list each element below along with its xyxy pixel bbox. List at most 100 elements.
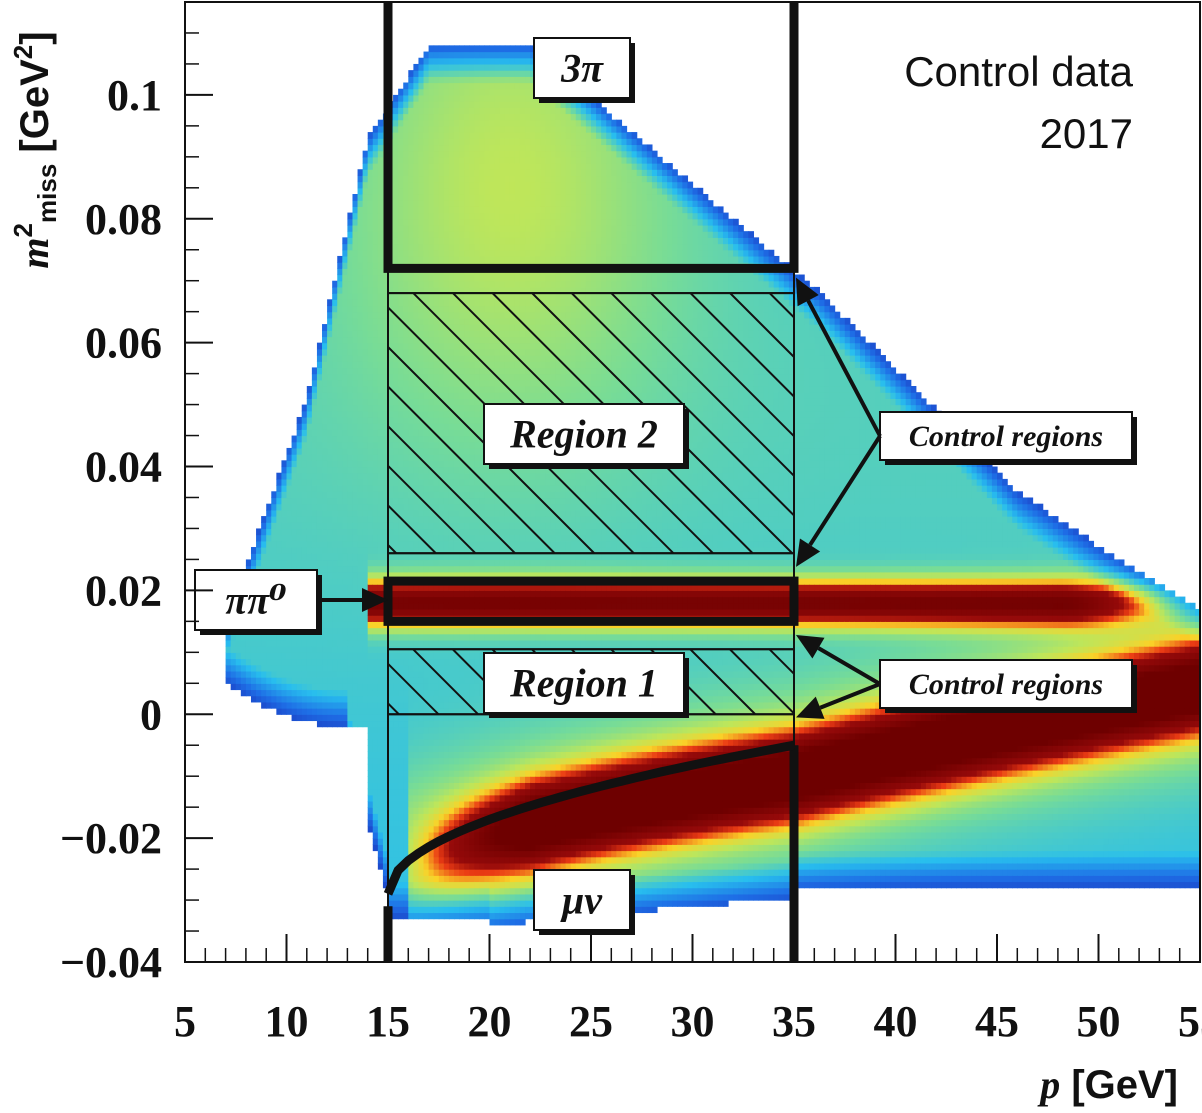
- heatmap-cell: [327, 311, 333, 319]
- heatmap-cell: [474, 900, 480, 907]
- heatmap-cell: [306, 670, 313, 678]
- heatmap-cell: [306, 460, 313, 468]
- heatmap-cell: [459, 76, 465, 84]
- heatmap-cell: [418, 627, 425, 635]
- heatmap-cell: [474, 825, 480, 833]
- heatmap-cell: [398, 584, 404, 591]
- heatmap-cell: [362, 224, 369, 232]
- heatmap-cell: [332, 373, 338, 381]
- heatmap-cell: [413, 831, 420, 839]
- heatmap-cell: [413, 101, 420, 108]
- heatmap-cell: [403, 633, 409, 641]
- heatmap-cell: [311, 466, 318, 474]
- heatmap-cell: [423, 200, 430, 207]
- heatmap-cell: [464, 887, 470, 895]
- heatmap-cell: [438, 70, 445, 77]
- heatmap-cell: [408, 119, 414, 127]
- heatmap-cell: [357, 175, 364, 183]
- heatmap-cell: [413, 553, 420, 561]
- heatmap-cell: [372, 689, 379, 697]
- heatmap-cell: [403, 596, 409, 604]
- heatmap-cell: [418, 602, 425, 610]
- heatmap-cell: [418, 875, 425, 883]
- heatmap-cell: [398, 887, 404, 895]
- heatmap-cell: [271, 683, 277, 691]
- heatmap-cell: [342, 317, 348, 325]
- heatmap-cell: [453, 751, 460, 759]
- heatmap-cell: [479, 862, 486, 870]
- heatmap-cell: [362, 615, 369, 622]
- heatmap-cell: [438, 844, 445, 852]
- heatmap-cell: [367, 169, 374, 177]
- heatmap-cell: [327, 639, 333, 647]
- heatmap-cell: [377, 627, 384, 635]
- heatmap-cell: [352, 423, 359, 430]
- heatmap-cell: [367, 138, 374, 146]
- heatmap-cell: [377, 578, 384, 585]
- heatmap-cell: [311, 497, 318, 505]
- heatmap-cell: [322, 565, 328, 573]
- heatmap-cell: [352, 720, 359, 728]
- heatmap-cell: [489, 726, 496, 734]
- heatmap-cell: [398, 590, 404, 598]
- heatmap-cell: [398, 553, 404, 561]
- heatmap-cell: [418, 565, 425, 573]
- heatmap-cell: [448, 800, 455, 808]
- heatmap-cell: [327, 379, 333, 387]
- heatmap-cell: [423, 163, 430, 170]
- heatmap-cell: [438, 794, 445, 802]
- heatmap-cell: [438, 88, 445, 96]
- heatmap-cell: [301, 497, 308, 505]
- heatmap-cell: [342, 255, 348, 263]
- heatmap-cell: [408, 794, 414, 802]
- heatmap-cell: [393, 763, 399, 771]
- heatmap-cell: [377, 565, 384, 573]
- heatmap-cell: [443, 63, 450, 71]
- heatmap-cell: [448, 776, 455, 783]
- heatmap-cell: [352, 503, 359, 511]
- heatmap-cell: [250, 547, 257, 554]
- heatmap-cell: [301, 547, 308, 554]
- heatmap-cell: [367, 553, 374, 561]
- heatmap-cell: [372, 472, 379, 480]
- heatmap-cell: [428, 57, 435, 65]
- heatmap-cell: [372, 819, 379, 827]
- heatmap-cell: [438, 751, 445, 759]
- heatmap-cell: [413, 794, 420, 802]
- heatmap-cell: [322, 602, 328, 610]
- heatmap-cell: [398, 206, 404, 214]
- heatmap-cell: [235, 646, 242, 653]
- heatmap-cell: [448, 788, 455, 796]
- heatmap-cell: [418, 206, 425, 214]
- heatmap-cell: [271, 540, 277, 548]
- heatmap-cell: [443, 101, 450, 108]
- heatmap-cell: [408, 212, 414, 220]
- heatmap-cell: [332, 639, 338, 647]
- heatmap-cell: [337, 348, 343, 356]
- heatmap-cell: [464, 249, 470, 257]
- heatmap-cell: [408, 757, 414, 765]
- heatmap-cell: [453, 726, 460, 734]
- heatmap-cell: [342, 429, 348, 437]
- heatmap-cell: [327, 361, 333, 369]
- heatmap-cell: [393, 101, 399, 108]
- heatmap-cell: [367, 516, 374, 523]
- heatmap-cell: [347, 571, 354, 579]
- heatmap-cell: [443, 94, 450, 102]
- heatmap-cell: [453, 887, 460, 895]
- heatmap-cell: [235, 670, 242, 678]
- heatmap-cell: [408, 94, 414, 102]
- heatmap-cell: [459, 57, 465, 65]
- heatmap-cell: [403, 770, 409, 777]
- heatmap-cell: [448, 45, 455, 53]
- heatmap-cell: [388, 720, 394, 728]
- heatmap-cell: [413, 639, 420, 647]
- heatmap-cell: [448, 249, 455, 257]
- heatmap-cell: [479, 782, 486, 790]
- heatmap-cell: [347, 621, 354, 629]
- heatmap-cell: [357, 274, 364, 282]
- heatmap-cell: [266, 670, 272, 678]
- heatmap-cell: [398, 770, 404, 777]
- heatmap-cell: [418, 776, 425, 783]
- heatmap-cell: [499, 831, 506, 839]
